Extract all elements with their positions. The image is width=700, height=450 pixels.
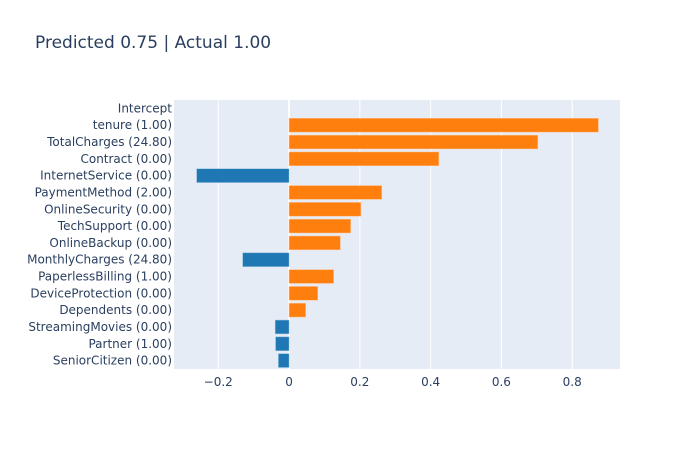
bar xyxy=(288,269,334,284)
bar xyxy=(275,336,290,351)
y-tick-label: SeniorCitizen (0.00) xyxy=(53,354,172,368)
y-tick-label: TechSupport (0.00) xyxy=(57,219,172,233)
y-tick-label: Partner (1.00) xyxy=(88,337,172,351)
bar xyxy=(288,286,318,301)
y-tick-label: Dependents (0.00) xyxy=(59,303,172,317)
y-tick-label: InternetService (0.00) xyxy=(40,169,172,183)
bar xyxy=(242,252,290,267)
y-tick-label: StreamingMovies (0.00) xyxy=(28,320,172,334)
bar xyxy=(288,134,539,150)
bar xyxy=(288,185,383,200)
x-tick-label: 0.6 xyxy=(492,375,511,389)
y-tick-labels: Intercept tenure (1.00) TotalCharges (24.8… xyxy=(27,101,172,367)
bar xyxy=(288,303,306,318)
y-tick-label: DeviceProtection (0.00) xyxy=(30,286,172,300)
x-tick-label: 0.8 xyxy=(563,375,582,389)
y-tick-label: PaperlessBilling (1.00) xyxy=(38,270,172,284)
chart-title: Predicted 0.75 | Actual 1.00 xyxy=(35,33,272,53)
y-tick-label: TotalCharges (24.80) xyxy=(46,135,172,149)
bar xyxy=(196,168,290,183)
y-tick-label: MonthlyCharges (24.80) xyxy=(27,253,172,267)
x-tick-label: 0.2 xyxy=(350,375,369,389)
y-tick-label: OnlineBackup (0.00) xyxy=(49,236,172,250)
x-tick-label: −0.2 xyxy=(204,375,233,389)
bar xyxy=(288,151,440,166)
bar xyxy=(274,319,290,335)
y-tick-label: Contract (0.00) xyxy=(80,152,172,166)
x-tick-label: 0.4 xyxy=(421,375,440,389)
bar xyxy=(288,118,599,133)
bar xyxy=(288,218,351,234)
x-tick-labels: −0.2 0 0.2 0.4 0.6 0.8 xyxy=(204,375,582,389)
bars xyxy=(196,118,599,368)
y-tick-label: Intercept xyxy=(118,101,173,115)
y-tick-label: OnlineSecurity (0.00) xyxy=(44,202,172,216)
bar xyxy=(288,235,341,251)
y-tick-label: tenure (1.00) xyxy=(93,118,172,132)
x-tick-label: 0 xyxy=(285,375,293,389)
bar xyxy=(288,202,362,217)
bar xyxy=(278,353,290,368)
y-tick-label: PaymentMethod (2.00) xyxy=(35,185,172,199)
